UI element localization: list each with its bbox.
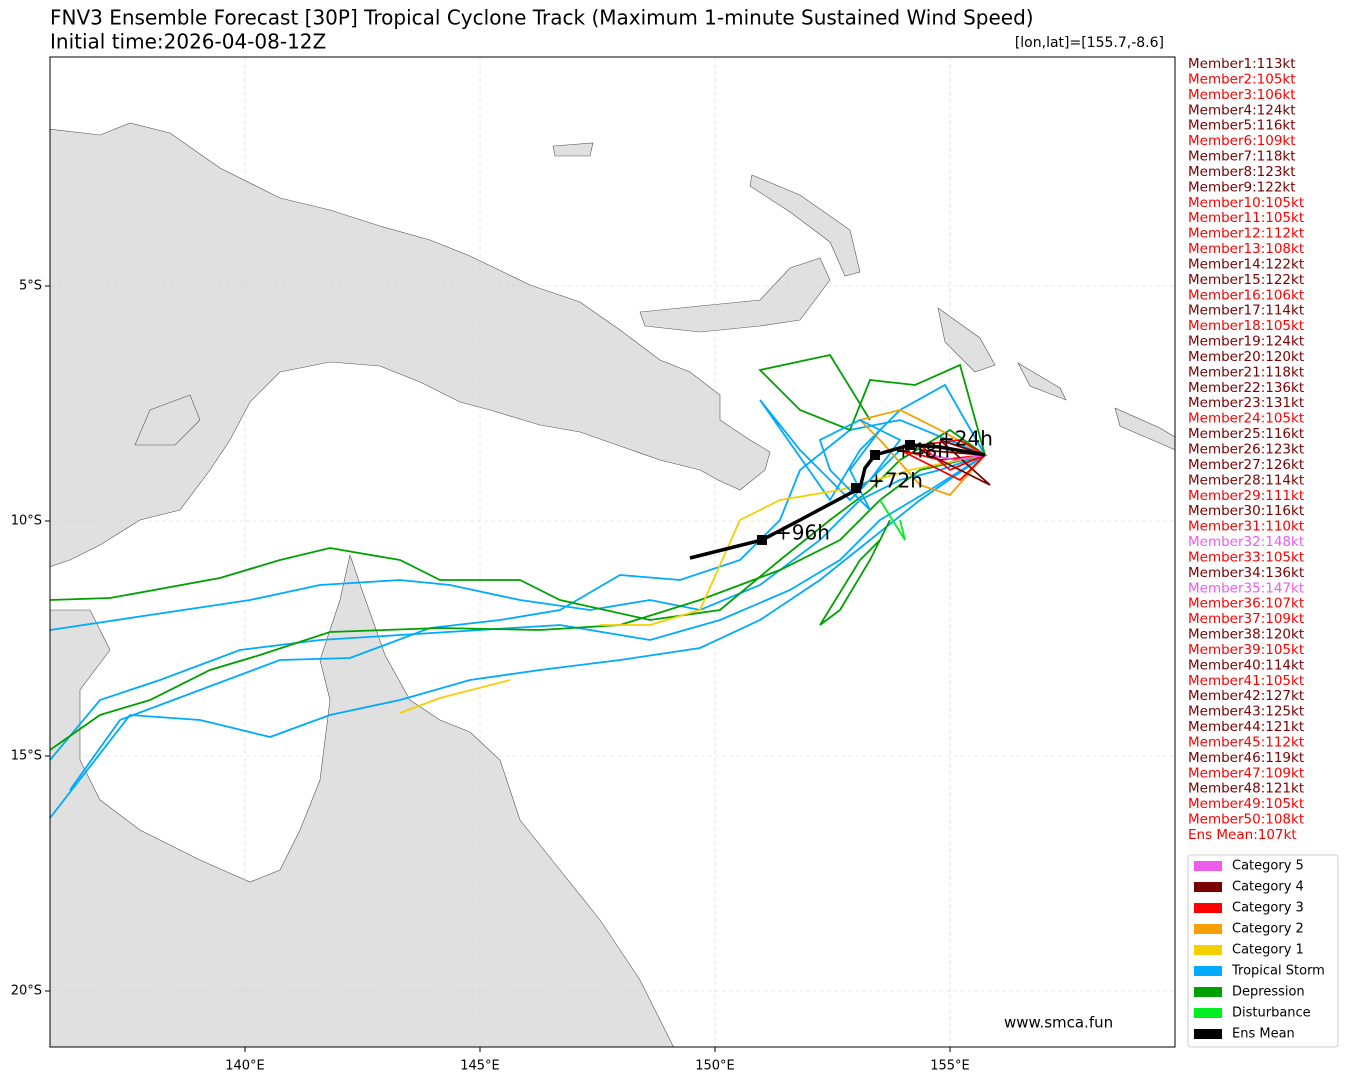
- legend-label: Category 4: [1232, 880, 1304, 895]
- member-label: Member9:122kt: [1188, 179, 1296, 195]
- member-label: Member11:105kt: [1188, 210, 1304, 226]
- watermark: www.smca.fun: [1004, 1014, 1113, 1032]
- track-label: +96h: [775, 521, 830, 545]
- member-label: Member50:108kt: [1188, 812, 1304, 828]
- tracks: [50, 353, 991, 819]
- member-label: Member33:105kt: [1188, 549, 1304, 565]
- legend-label: Category 3: [1232, 901, 1304, 916]
- legend-swatch: [1194, 1008, 1222, 1018]
- member-label: Member35:147kt: [1188, 580, 1304, 596]
- subtitle: Initial time:2026-04-08-12Z: [50, 30, 326, 54]
- member-label: Member5:116kt: [1188, 118, 1296, 134]
- legend-swatch: [1194, 1029, 1222, 1039]
- member-label: Member8:123kt: [1188, 164, 1296, 180]
- member-label: Member12:112kt: [1188, 226, 1304, 242]
- legend-label: Ens Mean: [1232, 1027, 1295, 1042]
- map-frame: [49, 56, 1176, 1048]
- member-label: Member49:105kt: [1188, 796, 1304, 812]
- legend-swatch: [1194, 903, 1222, 913]
- track-label: +48h: [895, 439, 950, 463]
- member-label: Member16:106kt: [1188, 287, 1304, 303]
- member-label: Member42:127kt: [1188, 688, 1304, 704]
- member-label: Member27:126kt: [1188, 457, 1304, 473]
- member-label: Member7:118kt: [1188, 149, 1296, 165]
- legend-label: Category 5: [1232, 859, 1304, 874]
- x-tick-label: 150°E: [695, 1059, 735, 1074]
- member-label: Member46:119kt: [1188, 750, 1304, 766]
- x-tick-label: 140°E: [225, 1059, 265, 1074]
- member-label: Member37:109kt: [1188, 611, 1304, 627]
- ens-mean-track: [689, 443, 986, 560]
- member-label: Member32:148kt: [1188, 534, 1304, 550]
- member-label: Member23:131kt: [1188, 395, 1304, 411]
- legend-label: Disturbance: [1232, 1006, 1311, 1021]
- member-label: Member19:124kt: [1188, 334, 1304, 350]
- member-label: Member13:108kt: [1188, 241, 1304, 257]
- position: [lon,lat]=[155.7,-8.6]: [1015, 35, 1164, 51]
- y-tick-label: 10°S: [11, 514, 42, 529]
- track-label: +24h: [938, 427, 993, 451]
- member-label: Member25:116kt: [1188, 426, 1304, 442]
- member-label: Member4:124kt: [1188, 102, 1296, 118]
- member-label: Member2:105kt: [1188, 71, 1296, 87]
- member-label: Member45:112kt: [1188, 734, 1304, 750]
- member-label: Member14:122kt: [1188, 256, 1304, 272]
- member-label: Member6:109kt: [1188, 133, 1296, 149]
- ens-mean-points: [757, 440, 915, 545]
- member-label: Member41:105kt: [1188, 673, 1304, 689]
- member-label: Member40:114kt: [1188, 657, 1304, 673]
- member-label: Member15:122kt: [1188, 272, 1304, 288]
- member-label: Member3:106kt: [1188, 87, 1296, 103]
- member-label: Member18:105kt: [1188, 318, 1304, 334]
- y-tick-label: 5°S: [19, 279, 42, 294]
- member-label: Member36:107kt: [1188, 596, 1304, 612]
- member-label: Member20:120kt: [1188, 349, 1304, 365]
- member-label: Member34:136kt: [1188, 565, 1304, 581]
- legend-swatch: [1194, 945, 1222, 955]
- legend-swatch: [1194, 882, 1222, 892]
- member-label: Ens Mean:107kt: [1188, 827, 1297, 843]
- member-label: Member22:136kt: [1188, 380, 1304, 396]
- legend-label: Category 2: [1232, 922, 1304, 937]
- member-label: Member24:105kt: [1188, 411, 1304, 427]
- member-label: Member39:105kt: [1188, 642, 1304, 658]
- member-label: Member26:123kt: [1188, 442, 1304, 458]
- legend-swatch: [1194, 987, 1222, 997]
- member-label: Member29:111kt: [1188, 488, 1304, 504]
- member-label: Member31:110kt: [1188, 519, 1304, 535]
- y-tick-label: 15°S: [11, 749, 42, 764]
- member-label: Member17:114kt: [1188, 303, 1304, 319]
- member-label: Member43:125kt: [1188, 704, 1304, 720]
- legend-label: Tropical Storm: [1231, 964, 1325, 979]
- member-label: Member47:109kt: [1188, 765, 1304, 781]
- legend-swatch: [1194, 966, 1222, 976]
- x-tick-label: 145°E: [460, 1059, 500, 1074]
- legend-swatch: [1194, 924, 1222, 934]
- x-tick-label: 155°E: [930, 1059, 970, 1074]
- member-label: Member30:116kt: [1188, 503, 1304, 519]
- legend-label: Depression: [1232, 985, 1305, 1000]
- legend-swatch: [1194, 861, 1222, 871]
- track-label: +72h: [868, 469, 923, 493]
- member-label: Member1:113kt: [1188, 56, 1296, 72]
- member-label: Member48:121kt: [1188, 781, 1304, 797]
- title: FNV3 Ensemble Forecast [30P] Tropical Cy…: [50, 6, 1034, 30]
- map-area: +24h +48h +72h +96h www.smca.fun: [50, 57, 1175, 1047]
- member-label: Member44:121kt: [1188, 719, 1304, 735]
- y-tick-label: 20°S: [11, 984, 42, 999]
- legend-label: Category 1: [1232, 943, 1304, 958]
- member-label: Member10:105kt: [1188, 195, 1304, 211]
- legend-box: [1187, 854, 1339, 1048]
- member-label: Member38:120kt: [1188, 627, 1304, 643]
- member-label: Member21:118kt: [1188, 364, 1304, 380]
- member-label: Member28:114kt: [1188, 472, 1304, 488]
